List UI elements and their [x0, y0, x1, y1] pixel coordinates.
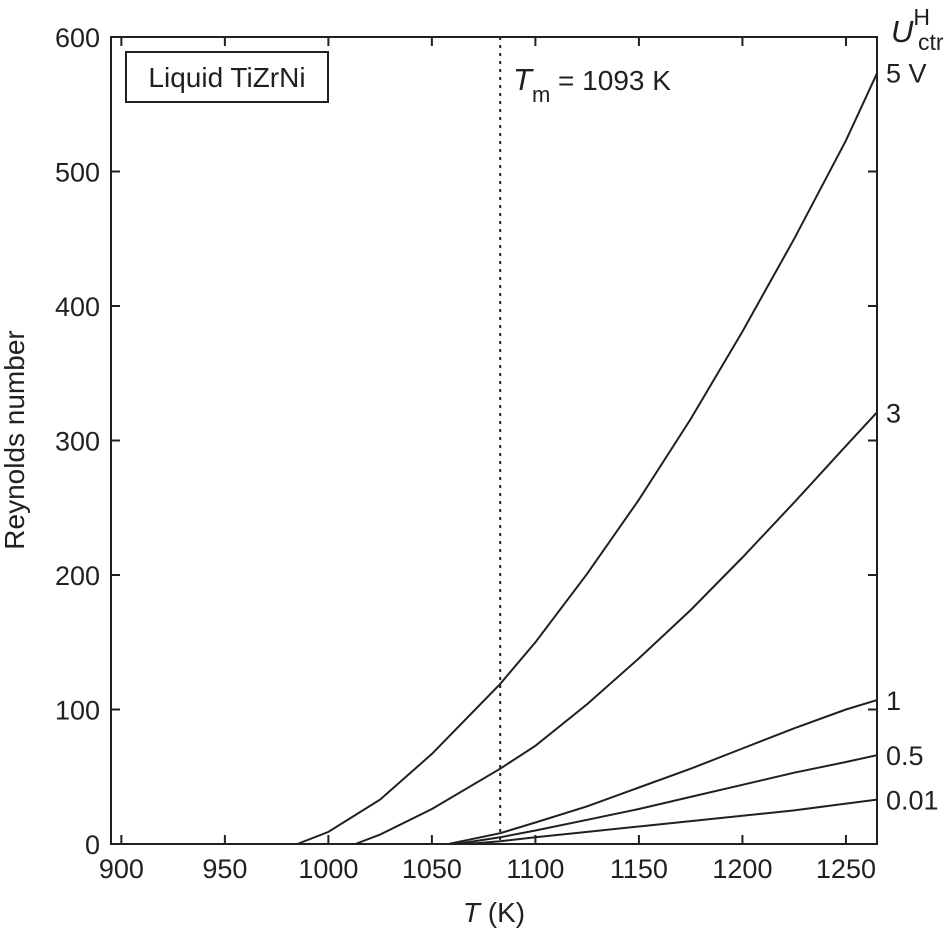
legend-title-main: U [891, 14, 914, 49]
y-tick-label-500: 500 [55, 158, 100, 188]
series-line-0 [296, 72, 878, 845]
x-tick-label-1200: 1200 [712, 854, 772, 884]
x-tick-label-1050: 1050 [402, 854, 462, 884]
series-label-4: 0.01 [886, 786, 939, 816]
legend-title: UH [891, 4, 930, 49]
series-line-4 [467, 798, 878, 845]
y-tick-label-600: 600 [55, 23, 100, 53]
series-label-1: 3 [886, 398, 901, 428]
x-tick-label-1250: 1250 [816, 854, 876, 884]
y-tick-label-400: 400 [55, 292, 100, 322]
legend-title-sup: H [913, 4, 930, 30]
series-line-2 [448, 699, 878, 845]
inset-box [125, 51, 329, 103]
series-line-1 [354, 411, 878, 845]
inset-label: Liquid TiZrNi [148, 62, 305, 93]
x-axis-label-symbol: T [463, 897, 482, 928]
x-tick-label-1000: 1000 [298, 854, 358, 884]
y-tick-label-300: 300 [55, 427, 100, 457]
x-tick-label-1100: 1100 [506, 854, 564, 884]
y-tick-label-200: 200 [55, 561, 100, 591]
y-tick-label-100: 100 [55, 696, 100, 726]
series-label-2: 1 [886, 686, 901, 716]
legend-title-sub: ctr [918, 29, 944, 55]
y-tick-label-0: 0 [85, 830, 100, 860]
y-axis-label: Reynolds number [0, 330, 30, 549]
melting-label-sub: m [532, 82, 550, 107]
x-tick-label-1150: 1150 [610, 854, 668, 884]
melting-label: Tm = 1093 K [513, 62, 671, 107]
x-axis-label-unit: (K) [480, 897, 525, 928]
x-axis-label: T (K) [463, 897, 525, 928]
series-label-0: 5 V [886, 58, 927, 88]
series-line-3 [456, 754, 878, 845]
series-label-3: 0.5 [886, 741, 924, 771]
x-tick-label-900: 900 [99, 854, 144, 884]
melting-label-value: = 1093 K [550, 65, 671, 96]
melting-label-symbol: T [513, 62, 534, 97]
x-tick-label-950: 950 [202, 854, 247, 884]
plot-area: 900 950 1000 1050 1100 1150 1200 1250 0 100 200 300… [55, 23, 939, 884]
plot-frame [110, 36, 878, 845]
